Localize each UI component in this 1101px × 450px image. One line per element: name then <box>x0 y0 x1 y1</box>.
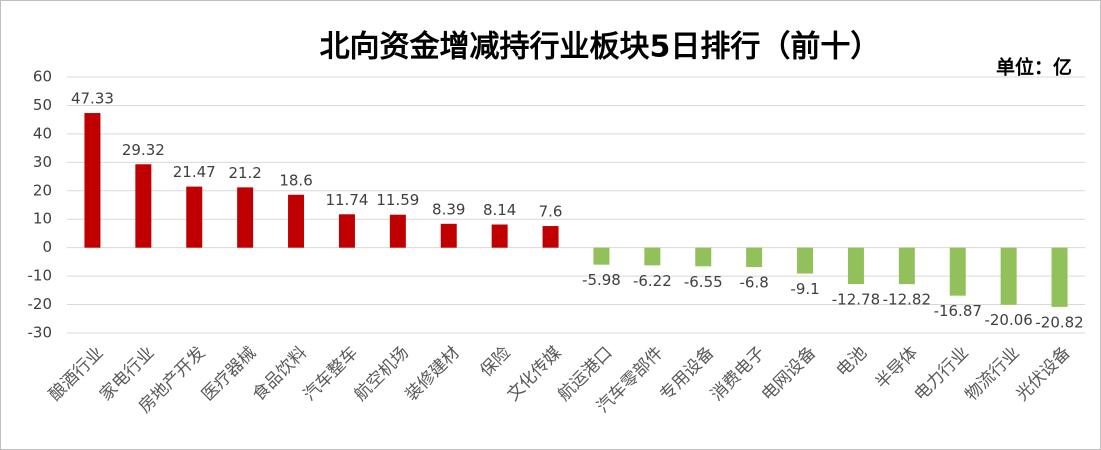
bar <box>542 226 559 248</box>
bar <box>593 247 610 265</box>
bar <box>186 186 203 248</box>
y-tick-label: 50 <box>33 96 52 114</box>
y-tick-label: -10 <box>28 267 53 285</box>
data-label: -20.82 <box>1035 313 1083 331</box>
bar <box>847 247 864 285</box>
bar <box>288 194 305 248</box>
y-tick-label: -20 <box>28 295 53 313</box>
bar <box>440 223 457 248</box>
data-label: 11.74 <box>325 191 368 209</box>
data-label: 18.6 <box>279 171 312 189</box>
data-label: 21.47 <box>173 163 216 181</box>
bar <box>84 113 101 248</box>
bar <box>746 247 763 268</box>
y-tick-label: 0 <box>42 238 52 256</box>
data-label: -6.22 <box>633 272 672 290</box>
bar <box>644 247 661 266</box>
y-tick-label: 30 <box>33 153 52 171</box>
data-label: -12.82 <box>883 291 931 309</box>
data-label: -6.55 <box>684 273 723 291</box>
data-label: 21.2 <box>228 164 261 182</box>
y-tick-label: -30 <box>28 324 53 342</box>
data-label: -9.1 <box>790 280 819 298</box>
bar <box>949 247 966 296</box>
bar <box>389 214 406 248</box>
data-label: 47.33 <box>71 90 114 108</box>
bar <box>338 214 355 248</box>
bar <box>1051 247 1068 307</box>
y-tick-label: 20 <box>33 181 52 199</box>
data-label: -5.98 <box>582 271 621 289</box>
bar <box>695 247 712 267</box>
data-label: 7.6 <box>539 203 563 221</box>
data-label: -6.8 <box>740 274 769 292</box>
chart-title: 北向资金增减持行业板块5日排行（前十） <box>320 30 881 65</box>
bar <box>491 224 508 248</box>
data-label: -16.87 <box>934 302 982 320</box>
y-tick-label: 10 <box>33 210 52 228</box>
data-label: 11.59 <box>376 191 419 209</box>
bar <box>898 247 915 285</box>
data-label: 8.39 <box>432 200 465 218</box>
y-tick-label: 40 <box>33 124 52 142</box>
unit-note: 单位：亿 <box>996 56 1072 79</box>
bar <box>1000 247 1017 305</box>
bar <box>797 247 814 274</box>
data-label: -12.78 <box>832 291 880 309</box>
data-label: -20.06 <box>984 311 1032 329</box>
y-tick-label: 60 <box>33 68 52 86</box>
data-label: 8.14 <box>483 201 516 219</box>
bar <box>237 187 254 248</box>
bar <box>135 164 152 248</box>
data-label: 29.32 <box>122 141 165 159</box>
